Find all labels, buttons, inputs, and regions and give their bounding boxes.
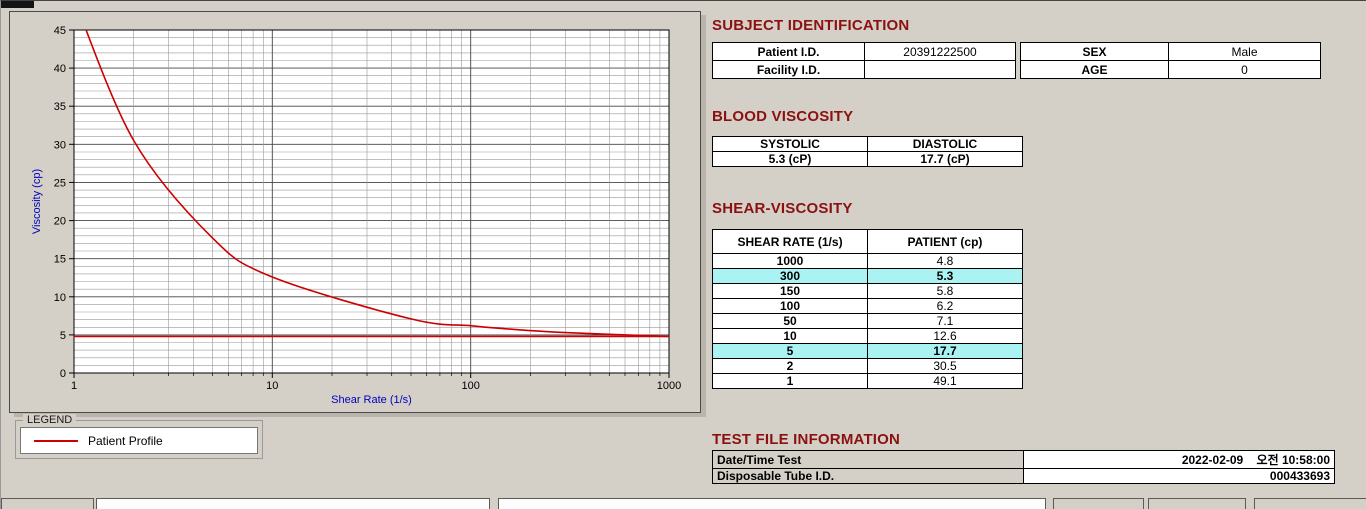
patient-value-cell: 49.1 [867, 373, 1023, 389]
patient-value-cell: 6.2 [867, 298, 1023, 314]
subject-table-left: Patient I.D. 20391222500 Facility I.D. [712, 42, 1016, 79]
viscosity-chart-panel: 1 10 100 1000 0 5 10 15 20 25 30 35 40 45 Shear Rate (… [9, 11, 701, 413]
shear-rate-cell: 1000 [712, 253, 868, 269]
disposable-tube-id-label: Disposable Tube I.D. [712, 468, 1024, 484]
svg-text:10: 10 [266, 380, 278, 392]
bottom-button-fragment-1[interactable] [1, 498, 94, 509]
table-row: 5 17.7 [712, 343, 1023, 359]
svg-text:25: 25 [54, 177, 66, 189]
shear-rate-cell: 10 [712, 328, 868, 344]
bottom-button-fragment-4[interactable] [1254, 498, 1366, 509]
date-time-test-value: 2022-02-09 오전 10:58:00 [1023, 450, 1335, 469]
svg-text:15: 15 [54, 254, 66, 266]
shear-rate-cell: 150 [712, 283, 868, 299]
table-row: 100 6.2 [712, 298, 1023, 314]
shear-viscosity-title: SHEAR-VISCOSITY [712, 200, 853, 217]
legend-title: LEGEND [23, 414, 77, 426]
age-value: 0 [1168, 60, 1321, 79]
shear-rate-cell: 50 [712, 313, 868, 329]
patient-value-cell: 12.6 [867, 328, 1023, 344]
table-row: 1 49.1 [712, 373, 1023, 389]
svg-text:20: 20 [54, 216, 66, 228]
table-row: 300 5.3 [712, 268, 1023, 284]
subject-identification-title: SUBJECT IDENTIFICATION [712, 17, 910, 34]
svg-text:0: 0 [60, 368, 66, 380]
table-row: Patient I.D. 20391222500 [712, 42, 1016, 61]
table-row: 1000 4.8 [712, 253, 1023, 269]
test-file-information-title: TEST FILE INFORMATION [712, 431, 901, 448]
date-time-test-label: Date/Time Test [712, 450, 1024, 469]
sex-value: Male [1168, 42, 1321, 61]
table-row: Disposable Tube I.D. 000433693 [712, 468, 1335, 484]
svg-text:1000: 1000 [657, 380, 681, 392]
blood-viscosity-title: BLOOD VISCOSITY [712, 108, 854, 125]
patient-value-cell: 5.3 [867, 268, 1023, 284]
legend-box: Patient Profile [20, 427, 258, 454]
subject-identification-table: Patient I.D. 20391222500 Facility I.D. S… [712, 42, 1321, 79]
facility-id-label: Facility I.D. [712, 60, 865, 79]
table-row: SYSTOLIC DIASTOLIC [712, 136, 1023, 152]
patient-cp-header: PATIENT (cp) [867, 229, 1023, 254]
shear-viscosity-table: SHEAR RATE (1/s) PATIENT (cp) 1000 4.8 3… [712, 229, 1023, 389]
table-row: 10 12.6 [712, 328, 1023, 344]
bottom-field-fragment-1[interactable] [96, 498, 490, 509]
facility-id-value [864, 60, 1016, 79]
systolic-value: 5.3 (cP) [712, 151, 868, 167]
shear-rate-cell: 100 [712, 298, 868, 314]
subject-table-right: SEX Male AGE 0 [1020, 42, 1321, 79]
patient-value-cell: 7.1 [867, 313, 1023, 329]
svg-text:100: 100 [462, 380, 480, 392]
table-row: 50 7.1 [712, 313, 1023, 329]
bottom-button-fragment-2[interactable] [1053, 498, 1144, 509]
svg-text:1: 1 [71, 380, 77, 392]
diastolic-header: DIASTOLIC [867, 136, 1023, 152]
svg-text:30: 30 [54, 139, 66, 151]
sex-label: SEX [1020, 42, 1169, 61]
titlebar-fragment [1, 1, 34, 8]
svg-text:Shear Rate (1/s): Shear Rate (1/s) [331, 394, 412, 406]
disposable-tube-id-value: 000433693 [1023, 468, 1335, 484]
bottom-field-fragment-2[interactable] [498, 498, 1046, 509]
diastolic-value: 17.7 (cP) [867, 151, 1023, 167]
bottom-button-fragment-3[interactable] [1148, 498, 1246, 509]
table-row: 5.3 (cP) 17.7 (cP) [712, 151, 1023, 167]
svg-text:40: 40 [54, 63, 66, 75]
table-row: AGE 0 [1020, 60, 1321, 79]
age-label: AGE [1020, 60, 1169, 79]
legend-group: LEGEND Patient Profile [15, 414, 263, 459]
svg-text:10: 10 [54, 292, 66, 304]
svg-text:5: 5 [60, 330, 66, 342]
systolic-header: SYSTOLIC [712, 136, 868, 152]
patient-profile-line-swatch [34, 439, 78, 442]
patient-value-cell: 30.5 [867, 358, 1023, 374]
patient-id-value: 20391222500 [864, 42, 1016, 61]
shear-rate-cell: 5 [712, 343, 868, 359]
svg-text:Viscosity (cp): Viscosity (cp) [31, 169, 43, 234]
patient-value-cell: 17.7 [867, 343, 1023, 359]
patient-value-cell: 5.8 [867, 283, 1023, 299]
patient-value-cell: 4.8 [867, 253, 1023, 269]
shear-rate-cell: 2 [712, 358, 868, 374]
test-file-table: Date/Time Test 2022-02-09 오전 10:58:00 Di… [712, 450, 1335, 484]
blood-viscosity-table: SYSTOLIC DIASTOLIC 5.3 (cP) 17.7 (cP) [712, 136, 1023, 167]
table-row: Date/Time Test 2022-02-09 오전 10:58:00 [712, 450, 1335, 469]
table-header-row: SHEAR RATE (1/s) PATIENT (cp) [712, 229, 1023, 254]
table-row: 2 30.5 [712, 358, 1023, 374]
patient-id-label: Patient I.D. [712, 42, 865, 61]
svg-text:35: 35 [54, 101, 66, 113]
shear-rate-cell: 300 [712, 268, 868, 284]
table-row: SEX Male [1020, 42, 1321, 61]
table-row: 150 5.8 [712, 283, 1023, 299]
viscosity-chart-svg: 1 10 100 1000 0 5 10 15 20 25 30 35 40 45 Shear Rate (… [31, 25, 681, 406]
table-row: Facility I.D. [712, 60, 1016, 79]
svg-text:45: 45 [54, 25, 66, 37]
legend-item-label: Patient Profile [88, 433, 163, 448]
shear-rate-header: SHEAR RATE (1/s) [712, 229, 868, 254]
shear-rate-cell: 1 [712, 373, 868, 389]
